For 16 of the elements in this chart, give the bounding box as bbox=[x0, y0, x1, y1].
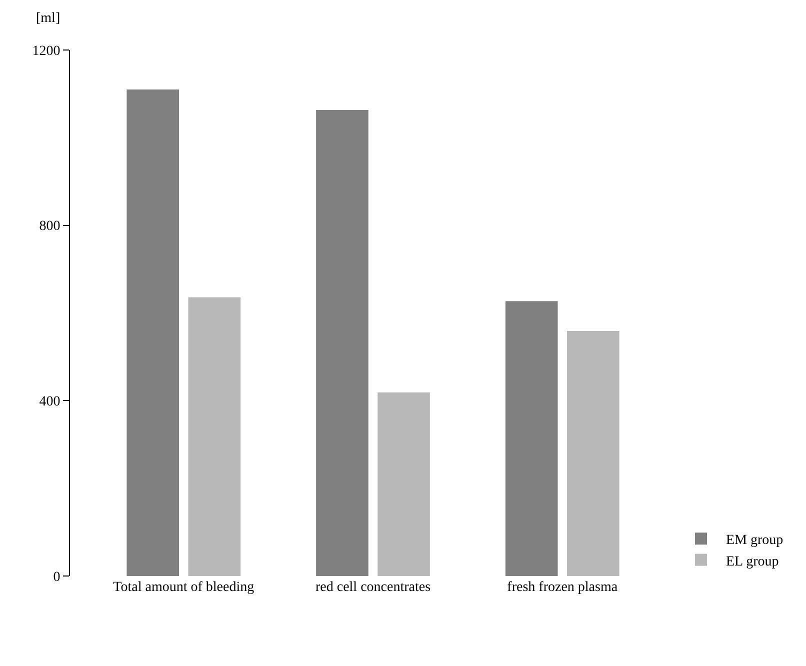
bar bbox=[126, 89, 180, 576]
y-tick-label: 1200 bbox=[32, 44, 60, 59]
legend-label: EM group bbox=[726, 533, 784, 548]
bar bbox=[566, 330, 620, 576]
y-tick-label: 800 bbox=[39, 219, 60, 234]
y-axis-title: [ml] bbox=[36, 11, 60, 26]
bar bbox=[316, 110, 368, 576]
y-tick-label: 400 bbox=[39, 394, 60, 410]
x-tick-label: red cell concentrates bbox=[315, 580, 431, 595]
x-tick-label: Total amount of bleeding bbox=[113, 580, 254, 595]
bar bbox=[188, 297, 241, 576]
legend-label: EL group bbox=[726, 554, 779, 570]
bar bbox=[378, 392, 430, 576]
x-tick-label: fresh frozen plasma bbox=[507, 580, 618, 595]
bar bbox=[505, 301, 558, 576]
y-tick-label: 0 bbox=[53, 570, 60, 585]
